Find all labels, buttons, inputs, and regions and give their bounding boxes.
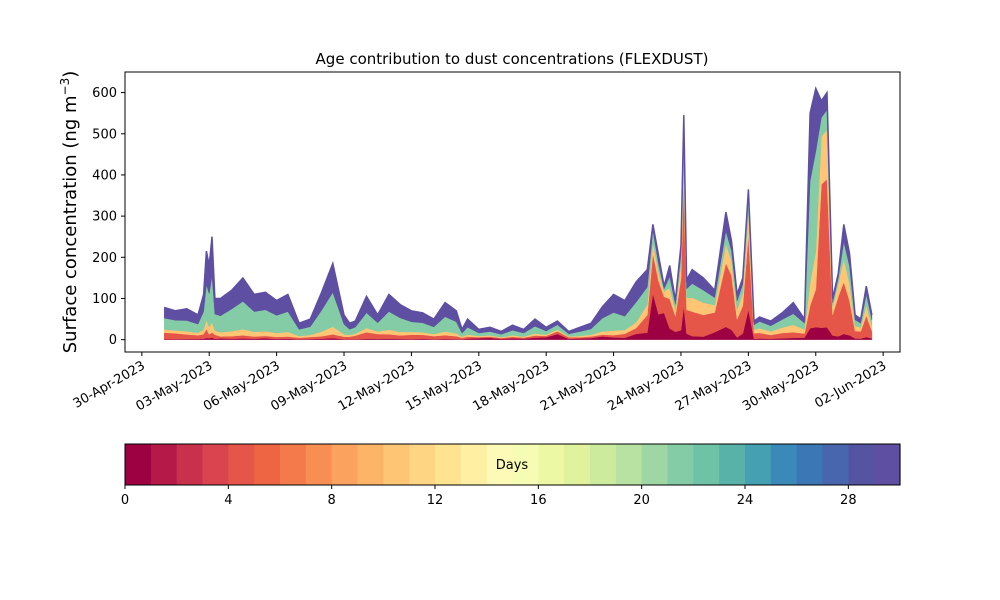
colorbar-segment	[719, 444, 746, 485]
y-tick-label: 0	[109, 333, 117, 348]
colorbar-segment	[331, 444, 359, 485]
colorbar-segment	[125, 444, 152, 485]
colorbar: 0 4 8 12 16 20 24 28	[121, 443, 901, 508]
colorbar-segment	[305, 444, 333, 485]
colorbar-segment	[822, 444, 849, 485]
stacked-area-group	[164, 86, 873, 340]
colorbar-segment	[460, 444, 488, 485]
colorbar-segment	[590, 444, 617, 485]
colorbar-segment	[641, 444, 669, 485]
colorbar-frame	[124, 443, 901, 486]
total-concentration-line	[164, 86, 873, 333]
colorbar-segment	[745, 444, 772, 485]
colorbar-tick-label: 28	[840, 493, 857, 508]
colorbar-tick-label: 24	[737, 493, 754, 508]
colorbar-segment	[176, 444, 204, 485]
y-tick-label: 100	[92, 292, 117, 307]
colorbar-segment	[228, 444, 255, 485]
colorbar-segment	[770, 444, 798, 485]
y-axis-label-superscript: −3	[58, 78, 72, 96]
colorbar-tick-label: 16	[530, 493, 547, 508]
colorbar-tick-label: 4	[224, 493, 232, 508]
y-axis-label-close: )	[60, 71, 81, 78]
colorbar-tick-label: 12	[427, 493, 444, 508]
colorbar-segment	[874, 444, 901, 485]
y-tick-label: 500	[92, 127, 117, 142]
y-axis: 0 100 200 300 400 500 600	[92, 86, 125, 348]
colorbar-label: Days	[496, 458, 529, 473]
colorbar-segment	[383, 444, 410, 485]
y-tick-label: 600	[92, 86, 117, 101]
colorbar-segment	[615, 444, 643, 485]
colorbar-segment	[280, 444, 307, 485]
colorbar-tick-label: 8	[328, 493, 336, 508]
y-axis-label: Surface concentration (ng m−3)	[58, 71, 81, 354]
colorbar-tick-label: 20	[633, 493, 650, 508]
age-layer-area	[164, 87, 873, 335]
colorbar-segment	[202, 444, 229, 485]
colorbar-segment	[357, 444, 384, 485]
y-tick-label: 400	[92, 168, 117, 183]
colorbar-segment	[254, 444, 281, 485]
y-axis-label-text: Surface concentration (ng m	[60, 95, 81, 353]
y-tick-label: 300	[92, 210, 117, 225]
colorbar-segment	[150, 444, 178, 485]
x-axis: 30-Apr-202303-May-202306-May-202309-May-…	[71, 352, 889, 414]
colorbar-segment	[538, 444, 565, 485]
chart-title: Age contribution to dust concentrations …	[316, 50, 709, 68]
colorbar-segment	[512, 444, 539, 485]
colorbar-segment	[409, 444, 436, 485]
colorbar-segment	[667, 444, 694, 485]
plot-frame	[124, 71, 901, 353]
colorbar-segment	[796, 444, 824, 485]
x-tick-label: 02-Jun-2023	[812, 358, 889, 411]
y-tick-label: 200	[92, 251, 117, 266]
colorbar-segment	[848, 444, 875, 485]
x-tick-label: 30-May-2023	[740, 358, 822, 414]
colorbar-segment	[486, 444, 514, 485]
colorbar-tick-label: 0	[121, 493, 129, 508]
colorbar-segment	[693, 444, 720, 485]
colorbar-segment	[564, 444, 591, 485]
colorbar-segment	[435, 444, 462, 485]
